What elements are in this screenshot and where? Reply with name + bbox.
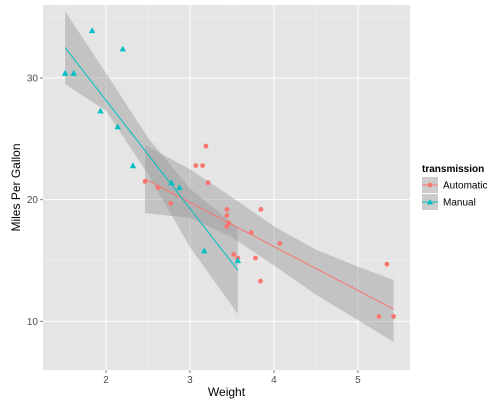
confidence-band-manual [65,11,238,314]
y-tick-label: 20 [27,195,39,206]
data-point-automatic [391,314,396,319]
minor-gridlines [43,5,410,370]
confidence-bands [65,11,394,342]
data-point-automatic [226,220,231,226]
confidence-band-automatic [145,144,394,342]
data-point-manual [176,184,183,191]
x-axis: 2 3 4 5 [103,370,361,386]
data-point-manual [168,179,175,186]
x-tick-label: 5 [355,375,361,386]
legend-marker-automatic [427,182,433,188]
data-point-automatic [142,179,148,184]
legend-title: transmission [422,164,484,175]
x-tick-label: 4 [271,375,277,386]
fit-line-manual [64,47,239,271]
y-axis-title: Miles Per Gallon [9,143,23,231]
data-point-automatic [384,261,390,267]
plot-panel [43,5,410,370]
data-point-automatic [155,185,161,190]
data-point-manual [234,257,241,264]
data-point-manual [114,123,121,130]
data-point-automatic [224,224,230,229]
y-axis: 10 20 30 [27,74,43,328]
legend-marker-manual [427,199,433,205]
data-point-manual [201,247,208,254]
y-tick-label: 10 [27,317,39,328]
data-point-automatic [224,207,230,212]
x-axis-title: Weight [208,385,246,399]
major-gridlines [43,5,410,370]
y-tick-label: 30 [27,74,39,85]
data-point-automatic [277,241,283,246]
data-point-automatic [258,207,264,212]
data-point-automatic [193,163,199,169]
data-point-automatic [205,180,211,186]
data-point-automatic [248,230,254,235]
data-point-automatic [376,314,382,319]
data-point-manual [97,107,104,114]
data-point-manual [70,69,77,76]
data-point-manual [119,45,126,52]
x-tick-label: 2 [103,375,109,386]
data-point-manual [61,69,69,76]
data-point-automatic [231,252,237,257]
x-tick-label: 3 [187,375,193,386]
data-point-automatic [258,278,263,284]
data-point-automatic [253,255,258,261]
legend-label-automatic: Automatic [443,181,487,192]
data-point-manual [88,27,96,34]
data-point-automatic [224,213,230,218]
legend: transmission Automatic Manual [422,164,487,210]
legend-label-manual: Manual [443,198,476,209]
fit-line-automatic [144,178,394,310]
data-point-automatic [200,163,205,169]
data-point-automatic [203,143,209,149]
data-point-automatic [168,200,174,206]
data-points [61,27,396,319]
data-point-manual [129,162,137,169]
regression-lines [64,47,394,310]
